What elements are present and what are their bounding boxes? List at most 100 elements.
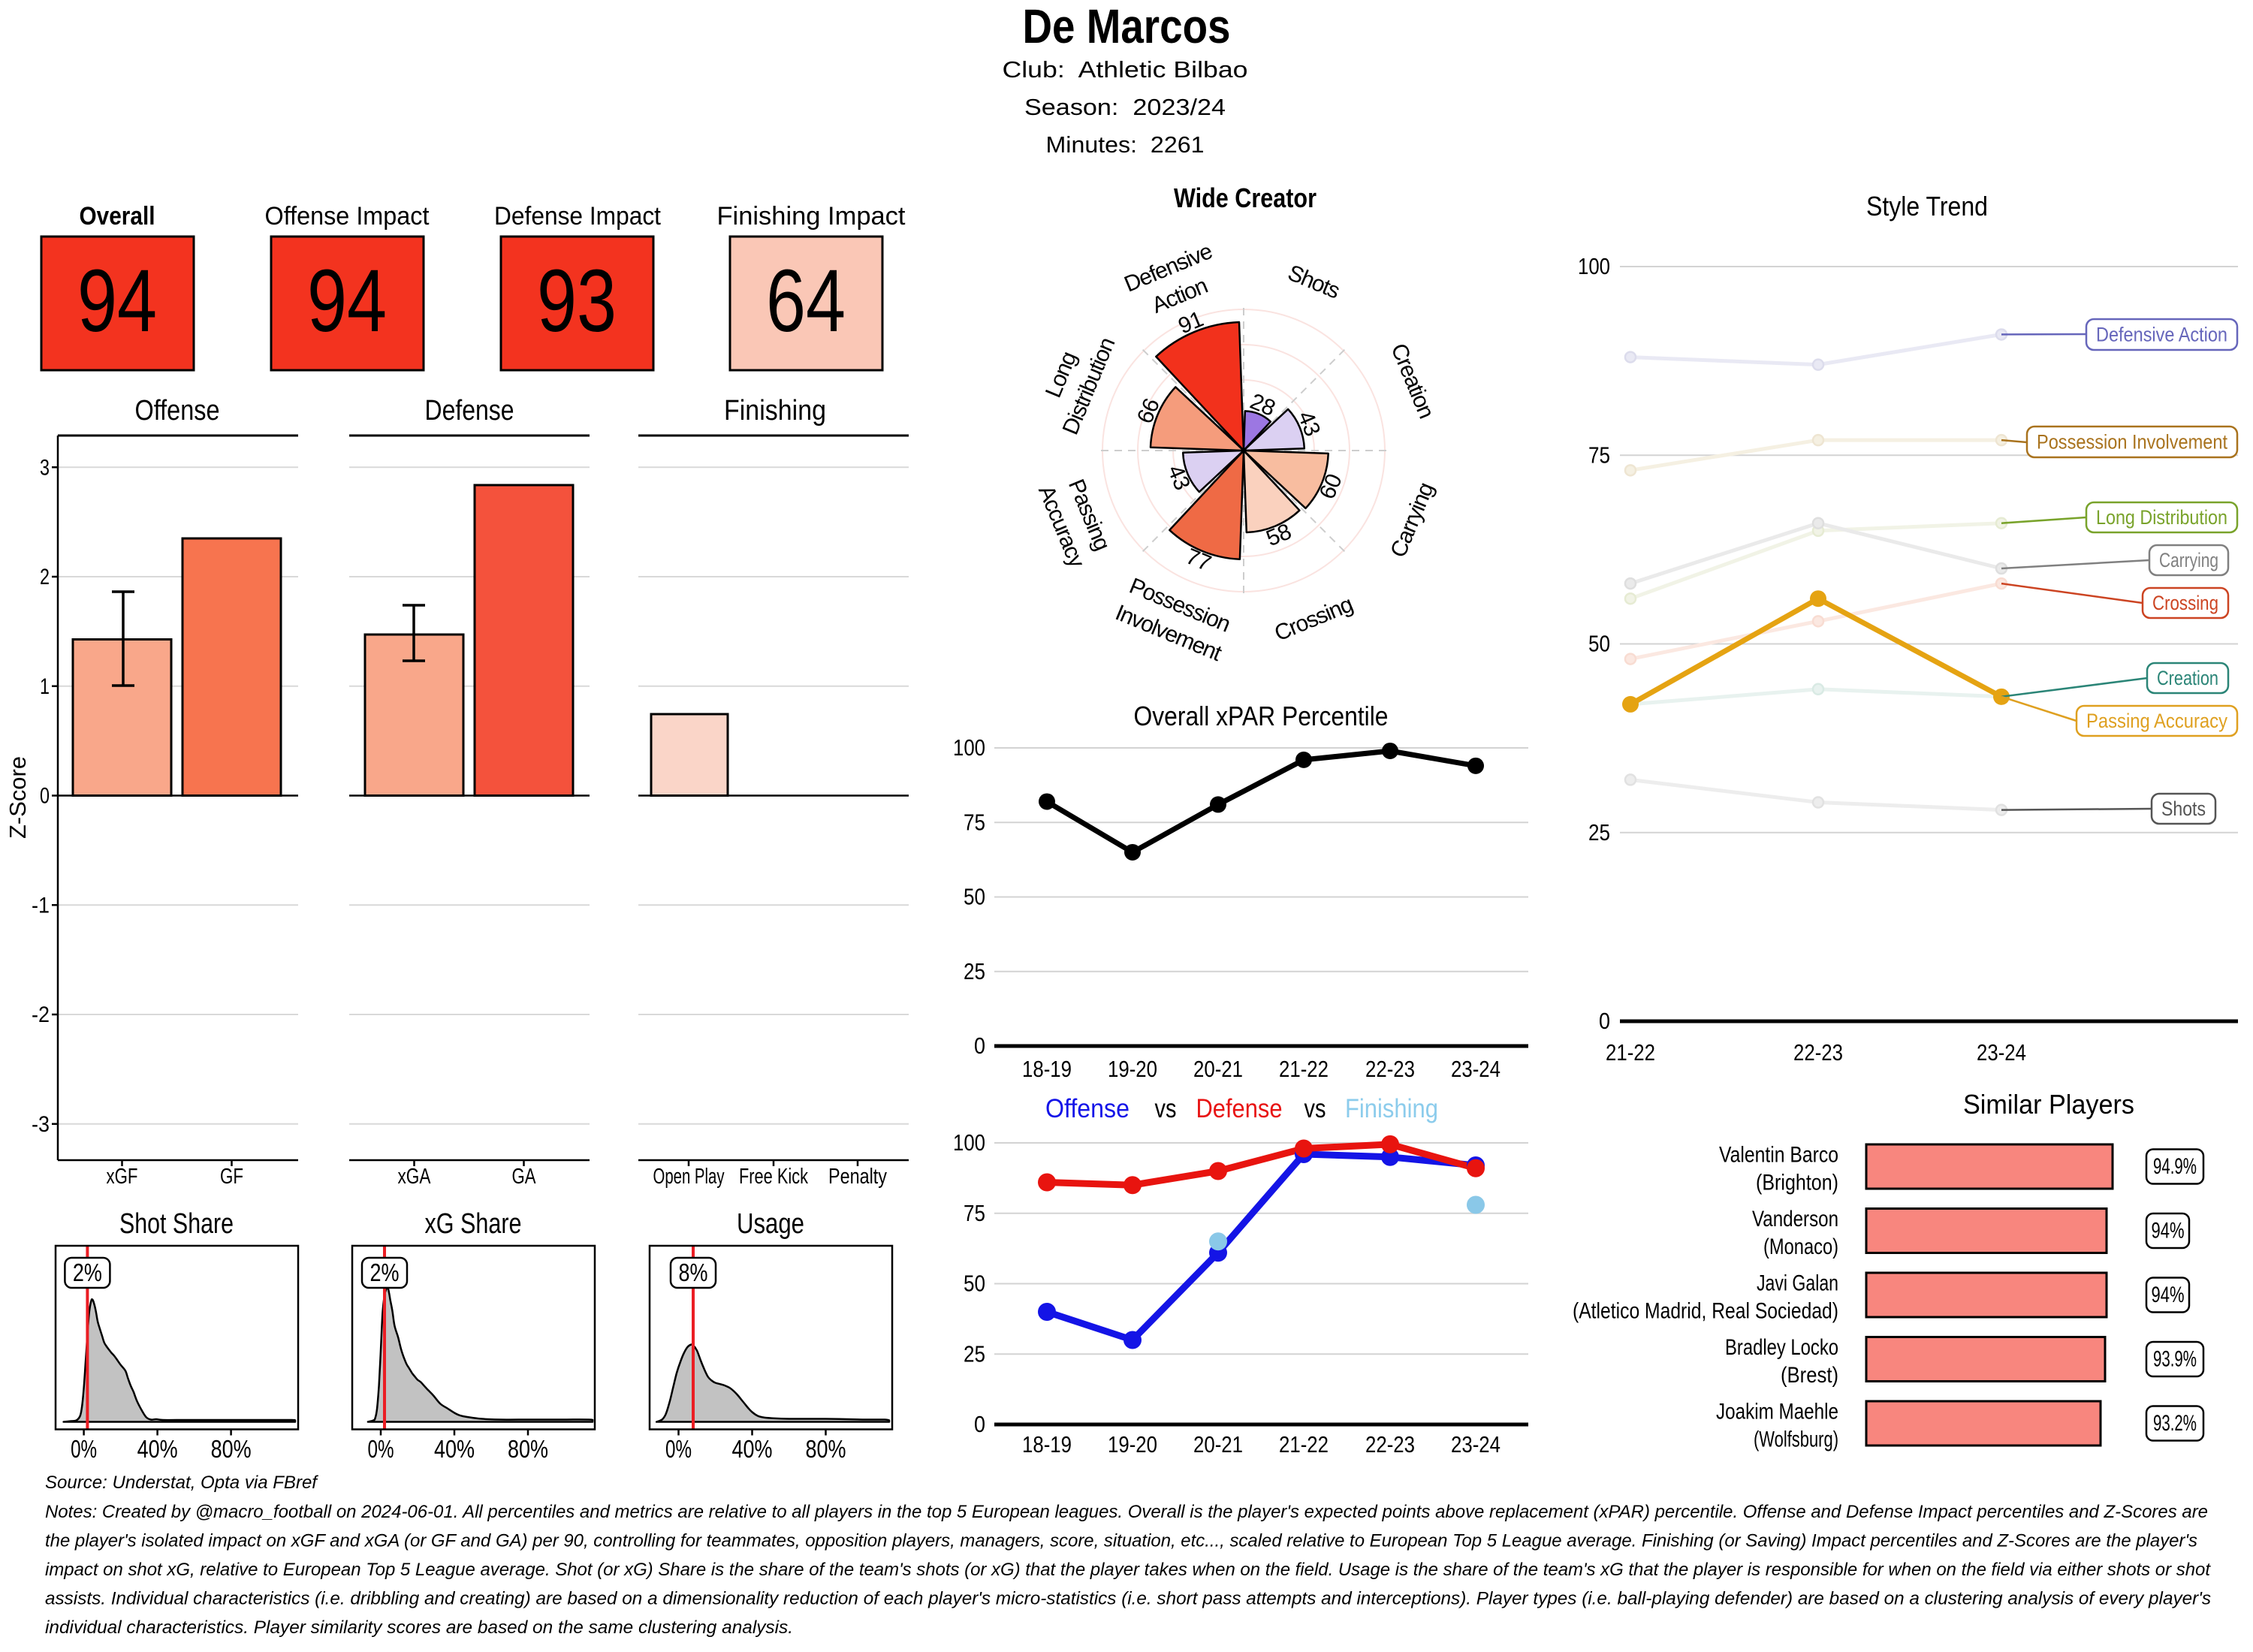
svg-text:Creation: Creation [2157, 667, 2218, 689]
svg-text:Defense: Defense [425, 395, 514, 427]
svg-text:40%: 40% [732, 1435, 773, 1463]
svg-text:Defensive Action: Defensive Action [2096, 324, 2227, 346]
svg-text:0: 0 [1599, 1008, 1610, 1034]
svg-text:Season: 2023/24: Season: 2023/24 [1024, 94, 1226, 120]
svg-text:Shot Share: Shot Share [119, 1208, 234, 1240]
svg-text:19-20: 19-20 [1108, 1431, 1157, 1458]
svg-text:Offense Impact: Offense Impact [265, 202, 430, 231]
svg-text:vs: vs [1155, 1094, 1177, 1123]
svg-text:2: 2 [40, 565, 50, 589]
svg-text:94%: 94% [2152, 1219, 2185, 1244]
svg-text:0: 0 [40, 784, 50, 809]
svg-text:Defense: Defense [1196, 1094, 1283, 1123]
svg-text:xGF: xGF [107, 1165, 138, 1189]
svg-text:GF: GF [220, 1165, 243, 1189]
svg-text:23-24: 23-24 [1977, 1039, 2026, 1066]
svg-text:Open Play: Open Play [653, 1165, 725, 1189]
svg-text:3: 3 [40, 455, 50, 480]
svg-text:22-23: 22-23 [1793, 1039, 1843, 1066]
svg-text:94: 94 [77, 252, 157, 351]
svg-text:64: 64 [766, 252, 846, 351]
svg-text:(Atletico Madrid, Real Socieda: (Atletico Madrid, Real Sociedad) [1573, 1299, 1838, 1324]
svg-text:23-24: 23-24 [1451, 1056, 1500, 1082]
svg-text:vs: vs [1304, 1094, 1326, 1123]
svg-text:Similar Players: Similar Players [1963, 1089, 2134, 1120]
svg-text:Usage: Usage [737, 1208, 804, 1240]
svg-text:Finishing Impact: Finishing Impact [717, 202, 906, 231]
svg-text:21-22: 21-22 [1606, 1039, 1655, 1066]
svg-text:80%: 80% [211, 1435, 252, 1463]
svg-text:94.9%: 94.9% [2153, 1154, 2197, 1179]
svg-text:Shots: Shots [2161, 797, 2206, 820]
svg-text:Z-Score: Z-Score [5, 756, 31, 839]
svg-text:80%: 80% [508, 1435, 548, 1463]
svg-text:Free Kick: Free Kick [739, 1165, 808, 1189]
svg-text:assists. Individual characteri: assists. Individual characteristics (i.e… [45, 1589, 2211, 1609]
svg-text:Joakim Maehle: Joakim Maehle [1716, 1400, 1838, 1424]
svg-text:Long Distribution: Long Distribution [2096, 506, 2227, 529]
svg-text:De Marcos: De Marcos [1023, 0, 1231, 53]
svg-text:Carrying: Carrying [2159, 549, 2218, 571]
svg-text:impact on shot xG, relative to: impact on shot xG, relative to European … [45, 1560, 2211, 1580]
svg-text:25: 25 [1588, 819, 1610, 846]
svg-text:25: 25 [964, 1340, 985, 1367]
svg-text:18-19: 18-19 [1022, 1431, 1072, 1458]
svg-text:22-23: 22-23 [1365, 1056, 1415, 1082]
svg-text:Passing Accuracy: Passing Accuracy [2086, 710, 2227, 732]
svg-text:the player's isolated impact o: the player's isolated impact on xGF and … [45, 1531, 2197, 1551]
svg-text:19-20: 19-20 [1108, 1056, 1157, 1082]
svg-text:93.2%: 93.2% [2153, 1411, 2197, 1436]
svg-text:40%: 40% [137, 1435, 178, 1463]
svg-text:23-24: 23-24 [1451, 1431, 1500, 1458]
svg-text:GA: GA [512, 1165, 536, 1189]
svg-text:94: 94 [307, 252, 387, 351]
svg-text:(Wolfsburg): (Wolfsburg) [1754, 1427, 1838, 1452]
svg-text:93: 93 [537, 252, 617, 351]
svg-text:Defense Impact: Defense Impact [494, 202, 662, 231]
svg-text:75: 75 [1588, 442, 1610, 468]
svg-text:Penalty: Penalty [828, 1165, 887, 1189]
svg-text:Possession Involvement: Possession Involvement [2037, 431, 2227, 454]
svg-text:individual characteristics. Pl: individual characteristics. Player simil… [45, 1617, 793, 1638]
svg-text:100: 100 [953, 1129, 985, 1156]
svg-text:Finishing: Finishing [1345, 1094, 1438, 1123]
svg-text:22-23: 22-23 [1365, 1431, 1415, 1458]
svg-text:Club: Athletic Bilbao: Club: Athletic Bilbao [1003, 56, 1248, 83]
svg-text:Offense: Offense [135, 395, 220, 427]
svg-text:21-22: 21-22 [1279, 1431, 1329, 1458]
svg-text:(Brighton): (Brighton) [1756, 1171, 1838, 1195]
svg-text:20-21: 20-21 [1193, 1431, 1243, 1458]
svg-text:Offense: Offense [1045, 1094, 1130, 1123]
svg-text:1: 1 [40, 674, 50, 699]
svg-text:40%: 40% [434, 1435, 475, 1463]
svg-text:75: 75 [964, 1200, 985, 1226]
svg-text:20-21: 20-21 [1193, 1056, 1243, 1082]
svg-text:2%: 2% [73, 1259, 102, 1286]
svg-text:100: 100 [953, 734, 985, 761]
svg-text:Bradley Locko: Bradley Locko [1725, 1335, 1838, 1360]
svg-text:0%: 0% [665, 1435, 692, 1463]
svg-text:18-19: 18-19 [1022, 1056, 1072, 1082]
svg-text:Notes: Created by @macro_footb: Notes: Created by @macro_football on 202… [45, 1502, 2208, 1522]
svg-text:0%: 0% [368, 1435, 394, 1463]
svg-text:Style Trend: Style Trend [1866, 191, 1988, 222]
svg-text:(Brest): (Brest) [1781, 1363, 1838, 1388]
svg-text:-3: -3 [32, 1112, 50, 1137]
svg-text:2%: 2% [370, 1259, 400, 1286]
svg-text:Source: Understat, Opta via FB: Source: Understat, Opta via FBref [45, 1473, 318, 1493]
svg-text:50: 50 [964, 884, 985, 910]
svg-text:Overall xPAR Percentile: Overall xPAR Percentile [1134, 701, 1389, 731]
svg-text:Javi Galan: Javi Galan [1757, 1271, 1838, 1296]
svg-text:Vanderson: Vanderson [1752, 1207, 1838, 1231]
svg-text:(Monaco): (Monaco) [1763, 1234, 1838, 1259]
svg-text:-2: -2 [32, 1002, 50, 1027]
svg-text:xGA: xGA [398, 1165, 432, 1189]
svg-text:93.9%: 93.9% [2153, 1347, 2197, 1372]
svg-text:Crossing: Crossing [2152, 592, 2218, 614]
svg-text:Overall: Overall [80, 202, 155, 231]
svg-text:50: 50 [964, 1271, 985, 1297]
svg-text:0: 0 [974, 1032, 985, 1059]
svg-text:0%: 0% [71, 1435, 97, 1463]
svg-text:-1: -1 [32, 893, 50, 918]
svg-text:100: 100 [1578, 253, 1610, 279]
